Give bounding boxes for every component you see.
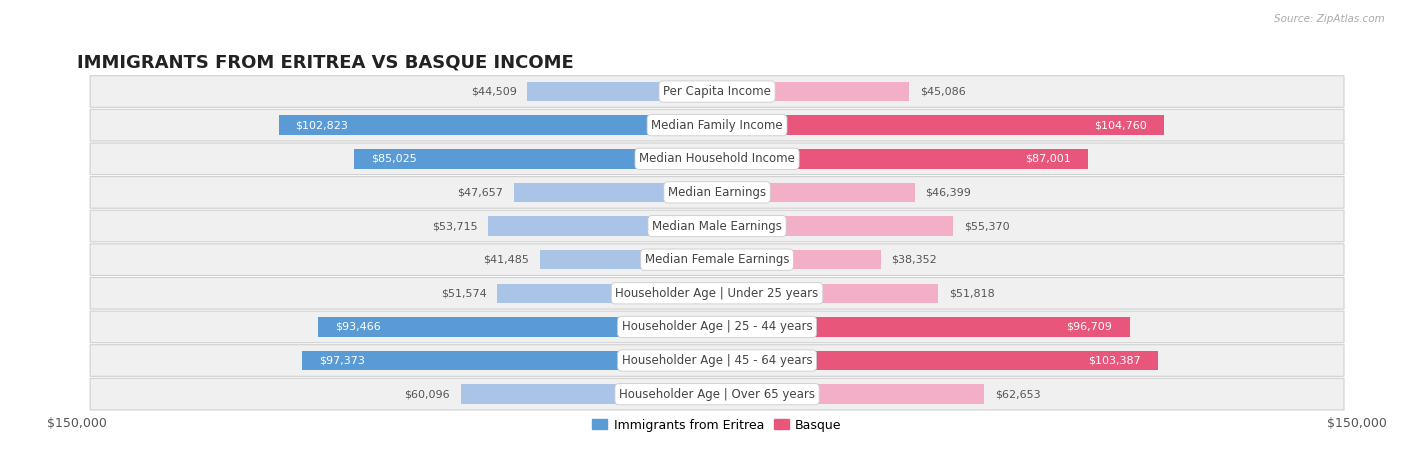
Bar [717, 250, 880, 269]
Bar [717, 317, 1129, 337]
Bar [717, 216, 953, 236]
Bar [318, 317, 717, 337]
Bar [717, 82, 910, 101]
Bar [354, 149, 717, 169]
Bar [498, 283, 717, 303]
FancyBboxPatch shape [90, 277, 1344, 309]
Bar [302, 351, 717, 370]
Bar [540, 250, 717, 269]
Text: Householder Age | 45 - 64 years: Householder Age | 45 - 64 years [621, 354, 813, 367]
Text: $55,370: $55,370 [965, 221, 1010, 231]
Text: IMMIGRANTS FROM ERITREA VS BASQUE INCOME: IMMIGRANTS FROM ERITREA VS BASQUE INCOME [77, 53, 574, 71]
Text: $44,509: $44,509 [471, 86, 516, 97]
Legend: Immigrants from Eritrea, Basque: Immigrants from Eritrea, Basque [592, 418, 842, 432]
Text: $51,574: $51,574 [440, 288, 486, 298]
Text: $47,657: $47,657 [457, 187, 503, 198]
Text: $46,399: $46,399 [925, 187, 972, 198]
FancyBboxPatch shape [90, 210, 1344, 242]
Text: $96,709: $96,709 [1067, 322, 1112, 332]
FancyBboxPatch shape [90, 76, 1344, 107]
Text: $104,760: $104,760 [1094, 120, 1147, 130]
Bar [717, 149, 1088, 169]
FancyBboxPatch shape [90, 345, 1344, 376]
Text: Householder Age | Over 65 years: Householder Age | Over 65 years [619, 388, 815, 401]
Text: $62,653: $62,653 [995, 389, 1040, 399]
Text: $93,466: $93,466 [336, 322, 381, 332]
Text: $38,352: $38,352 [891, 255, 936, 265]
Bar [527, 82, 717, 101]
Text: $102,823: $102,823 [295, 120, 349, 130]
Bar [717, 115, 1164, 135]
Text: $45,086: $45,086 [920, 86, 966, 97]
FancyBboxPatch shape [90, 109, 1344, 141]
Text: $85,025: $85,025 [371, 154, 418, 164]
Text: Median Earnings: Median Earnings [668, 186, 766, 199]
Bar [717, 351, 1159, 370]
Bar [717, 384, 984, 404]
Bar [513, 183, 717, 202]
Text: Source: ZipAtlas.com: Source: ZipAtlas.com [1274, 14, 1385, 24]
Text: Householder Age | 25 - 44 years: Householder Age | 25 - 44 years [621, 320, 813, 333]
FancyBboxPatch shape [90, 378, 1344, 410]
Text: $60,096: $60,096 [405, 389, 450, 399]
Text: $87,001: $87,001 [1025, 154, 1071, 164]
Text: Per Capita Income: Per Capita Income [664, 85, 770, 98]
Text: Median Family Income: Median Family Income [651, 119, 783, 132]
Text: Median Female Earnings: Median Female Earnings [645, 253, 789, 266]
Bar [717, 283, 938, 303]
FancyBboxPatch shape [90, 311, 1344, 343]
FancyBboxPatch shape [90, 177, 1344, 208]
Bar [717, 183, 915, 202]
Text: $41,485: $41,485 [484, 255, 530, 265]
Text: $103,387: $103,387 [1088, 355, 1140, 366]
Text: $97,373: $97,373 [319, 355, 364, 366]
Text: Median Male Earnings: Median Male Earnings [652, 219, 782, 233]
FancyBboxPatch shape [90, 244, 1344, 276]
Bar [278, 115, 717, 135]
Text: $51,818: $51,818 [949, 288, 994, 298]
Bar [488, 216, 717, 236]
Text: Householder Age | Under 25 years: Householder Age | Under 25 years [616, 287, 818, 300]
Text: $53,715: $53,715 [432, 221, 477, 231]
Bar [461, 384, 717, 404]
Text: Median Household Income: Median Household Income [640, 152, 794, 165]
FancyBboxPatch shape [90, 143, 1344, 175]
